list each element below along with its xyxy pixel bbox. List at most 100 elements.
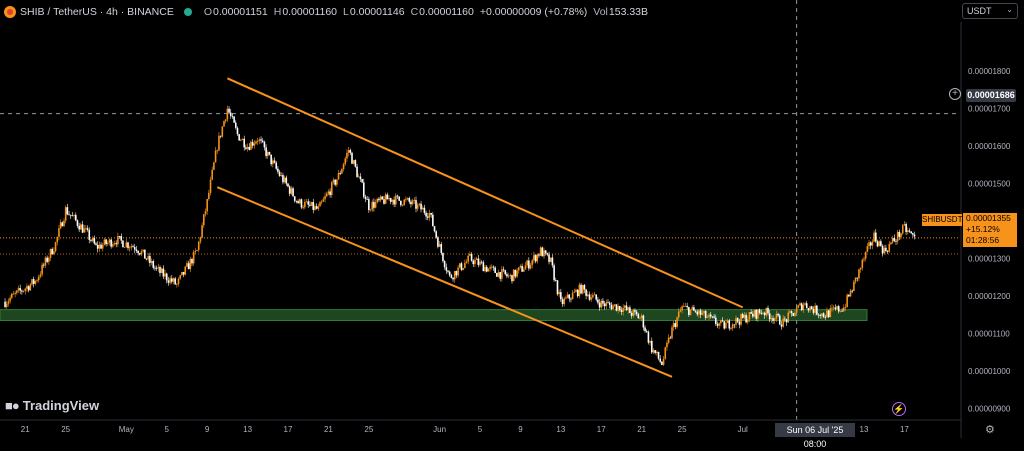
- candle: [386, 192, 389, 200]
- candle: [401, 204, 404, 207]
- candle: [524, 261, 527, 270]
- candle: [900, 232, 902, 240]
- candle: [804, 302, 806, 306]
- lightning-icon[interactable]: ⚡: [892, 402, 906, 416]
- candle: [637, 312, 640, 319]
- candle: [406, 197, 409, 201]
- currency-selector[interactable]: USDT ⌄: [962, 3, 1018, 19]
- candle: [5, 300, 8, 309]
- candle: [470, 252, 473, 262]
- candle: [708, 313, 710, 321]
- price-chart[interactable]: 0.00001800 0.00001700 0.00001600 0.00001500…: [0, 0, 1024, 438]
- candle: [312, 198, 315, 214]
- candle: [16, 290, 18, 295]
- market-status-icon[interactable]: [183, 8, 192, 16]
- candle: [784, 316, 786, 323]
- candle: [450, 273, 453, 279]
- candle: [172, 277, 175, 285]
- candle: [154, 265, 156, 271]
- candle: [666, 340, 668, 351]
- candle: [794, 309, 796, 318]
- candle: [236, 126, 239, 137]
- candle: [76, 219, 79, 228]
- high-value: 0.00001160: [282, 6, 338, 18]
- symbol-title[interactable]: SHIB / TetherUS · 4h · BINANCE: [20, 6, 174, 18]
- candle: [435, 230, 438, 239]
- y-tick-label: 0.00000900: [968, 405, 1011, 414]
- candle: [581, 284, 584, 295]
- candle: [251, 139, 254, 149]
- candle: [482, 260, 485, 272]
- candle: [689, 309, 692, 316]
- candle: [177, 277, 180, 287]
- candle: [56, 236, 59, 246]
- candle: [132, 244, 134, 248]
- candle: [592, 292, 594, 299]
- candle: [612, 303, 614, 310]
- candle: [484, 265, 486, 273]
- tradingview-logo[interactable]: ■● TradingView: [5, 398, 99, 413]
- candle: [405, 196, 407, 203]
- high-label: H: [273, 6, 282, 18]
- candle: [762, 311, 764, 315]
- candle: [233, 115, 235, 123]
- gear-icon[interactable]: ⚙: [985, 424, 995, 436]
- candle: [298, 198, 301, 205]
- add-plus-icon[interactable]: +: [949, 88, 961, 100]
- candle: [768, 309, 771, 323]
- candle: [420, 200, 422, 213]
- candle: [42, 262, 45, 268]
- candle: [529, 262, 532, 270]
- candle: [379, 194, 382, 203]
- candle: [123, 246, 126, 248]
- candle: [583, 283, 586, 294]
- candle: [709, 311, 712, 319]
- candle: [63, 218, 65, 228]
- candle: [693, 304, 695, 311]
- candle: [868, 239, 870, 250]
- candle: [462, 267, 464, 271]
- candle: [558, 289, 560, 298]
- symbol-price-tag: SHIBUSDT: [922, 214, 963, 226]
- candle: [137, 250, 139, 256]
- candle: [260, 136, 262, 144]
- candle: [573, 288, 576, 293]
- candle: [548, 251, 550, 265]
- candle: [135, 246, 138, 253]
- candle: [684, 302, 687, 307]
- candle: [442, 252, 444, 263]
- candle: [152, 259, 155, 270]
- candle: [745, 312, 747, 324]
- candle: [270, 154, 272, 167]
- candle: [787, 309, 790, 324]
- x-tick-label: 9: [205, 425, 210, 434]
- candle: [7, 298, 10, 307]
- candle: [891, 235, 894, 245]
- x-tick-label: May: [119, 425, 134, 434]
- candle: [349, 148, 352, 156]
- candle: [253, 140, 256, 149]
- candle: [595, 294, 598, 302]
- candle: [723, 320, 726, 330]
- candle: [278, 169, 281, 177]
- candle: [664, 346, 667, 360]
- candle: [263, 140, 266, 151]
- candle: [167, 276, 170, 286]
- candle: [829, 305, 832, 318]
- candle: [354, 159, 357, 168]
- candle: [642, 314, 645, 331]
- candle: [204, 208, 207, 217]
- candle: [80, 222, 82, 230]
- candle: [912, 232, 914, 238]
- candle: [625, 301, 628, 311]
- candle: [704, 310, 707, 321]
- candle: [293, 196, 296, 203]
- candle: [162, 265, 165, 280]
- candle: [517, 267, 520, 274]
- x-tick-label: 21: [637, 425, 646, 434]
- candle: [24, 287, 27, 295]
- low-label: L: [343, 6, 349, 18]
- candle: [575, 288, 577, 293]
- candle: [447, 270, 449, 274]
- candle: [553, 263, 555, 282]
